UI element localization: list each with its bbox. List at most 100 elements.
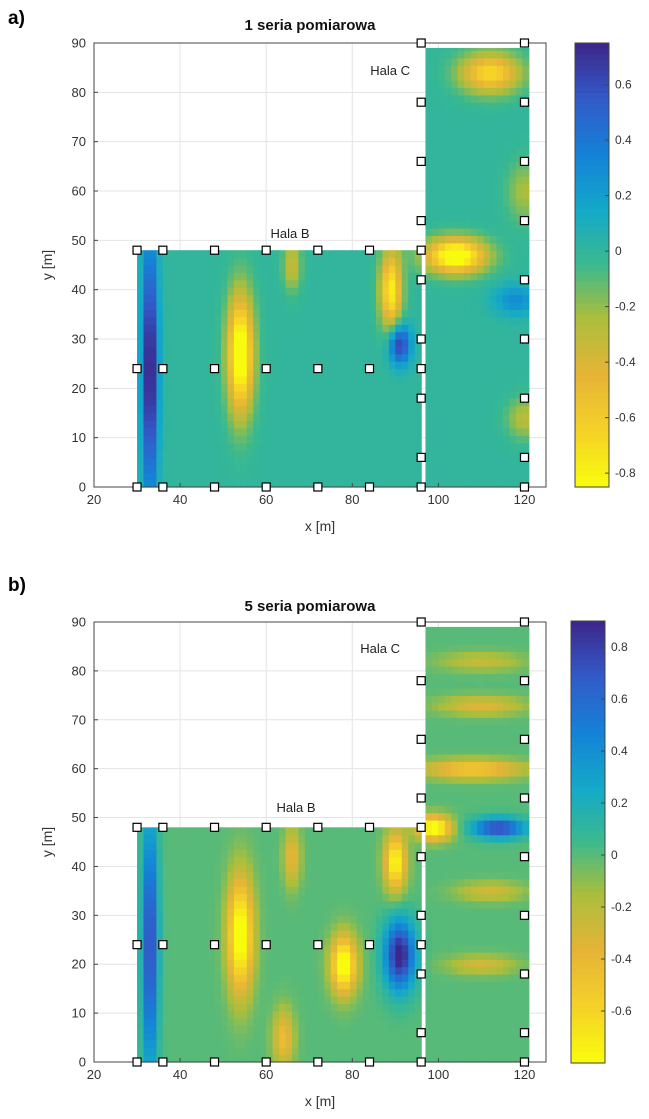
contour-cell [522, 146, 530, 155]
contour-cell [240, 1018, 248, 1026]
contour-cell [201, 834, 209, 843]
contour-cell [292, 302, 300, 310]
contour-cell [451, 754, 459, 762]
contour-cell [298, 339, 306, 347]
contour-cell [522, 442, 530, 451]
contour-cell [317, 324, 325, 333]
contour-cell [483, 856, 491, 865]
sensor-marker [416, 275, 426, 285]
sensor-marker [132, 940, 142, 950]
sensor-marker [364, 482, 375, 492]
contour-cell [330, 952, 338, 960]
contour-cell [490, 629, 498, 638]
hall-b-label: Hala B [276, 800, 315, 815]
contour-cell [175, 450, 183, 458]
contour-cell [182, 346, 190, 355]
contour-cell [182, 856, 190, 865]
contour-cell [395, 279, 403, 288]
contour-cell [464, 930, 472, 938]
contour-cell [515, 812, 523, 821]
contour-cell [496, 952, 504, 960]
sensor-marker [416, 364, 426, 374]
contour-cell [490, 168, 498, 177]
contour-cell [240, 361, 248, 370]
contour-cell [149, 287, 158, 296]
contour-cell [457, 272, 465, 281]
contour-cell [343, 966, 351, 975]
contour-cell [337, 339, 345, 347]
contour-cell [169, 864, 177, 872]
contour-cell [431, 680, 439, 689]
contour-cell [502, 842, 511, 850]
contour-cell [408, 878, 416, 887]
contour-cell [201, 450, 209, 458]
contour-cell [477, 57, 485, 66]
contour-cell [259, 981, 267, 990]
contour-cell [388, 937, 396, 946]
contour-cell [509, 72, 517, 81]
contour-cell [298, 265, 306, 273]
contour-cell [343, 1003, 351, 1012]
contour-cell [162, 1018, 170, 1026]
contour-cell [509, 309, 517, 318]
contour-cell [279, 464, 287, 473]
contour-cell [162, 316, 170, 325]
contour-cell [502, 688, 511, 696]
contour-cell [395, 272, 403, 281]
contour-cell [240, 1025, 248, 1034]
contour-cell [369, 309, 377, 318]
contour-cell [444, 1010, 452, 1019]
contour-cell [304, 250, 312, 259]
contour-cell [444, 710, 452, 718]
contour-cell [195, 368, 203, 377]
contour-cell [182, 1018, 190, 1026]
contour-cell [395, 331, 403, 340]
contour-cell [363, 908, 371, 916]
contour-cell [220, 974, 229, 982]
contour-cell [515, 952, 523, 960]
contour-cell [502, 50, 511, 59]
sensor-marker [519, 275, 530, 285]
contour-cell [490, 886, 498, 894]
contour-cell [227, 427, 235, 436]
contour-cell [470, 65, 478, 74]
contour-cell [292, 856, 300, 865]
contour-cell [259, 442, 267, 451]
contour-cell [502, 732, 511, 740]
contour-cell [515, 109, 523, 118]
contour-cell [502, 981, 511, 990]
contour-cell [509, 94, 517, 103]
contour-cell [169, 952, 177, 960]
contour-cell [253, 383, 261, 392]
contour-cell [438, 427, 446, 436]
contour-cell [382, 405, 390, 414]
contour-cell [515, 435, 523, 444]
contour-cell [515, 205, 523, 214]
contour-cell [414, 1018, 422, 1026]
contour-cell [431, 930, 439, 938]
contour-cell [259, 405, 267, 414]
contour-cell [470, 47, 478, 51]
contour-cell [477, 383, 485, 392]
contour-cell [496, 250, 504, 259]
contour-cell [502, 265, 511, 273]
contour-cell [350, 959, 358, 968]
contour-cell [363, 871, 371, 880]
contour-cell [502, 450, 511, 458]
contour-cell [464, 390, 472, 399]
contour-cell [470, 205, 478, 214]
contour-cell [195, 464, 203, 473]
contour-cell [425, 629, 433, 638]
contour-cell [444, 94, 452, 103]
contour-cell [298, 930, 306, 938]
contour-cell [188, 420, 196, 429]
contour-cell [431, 695, 439, 704]
contour-cell [337, 279, 345, 288]
contour-cell [369, 893, 377, 902]
contour-cell [137, 427, 145, 436]
contour-cell [509, 1040, 517, 1048]
contour-cell [188, 1025, 196, 1034]
contour-cell [182, 309, 190, 318]
contour-cell [375, 981, 384, 990]
contour-cell [444, 124, 452, 133]
